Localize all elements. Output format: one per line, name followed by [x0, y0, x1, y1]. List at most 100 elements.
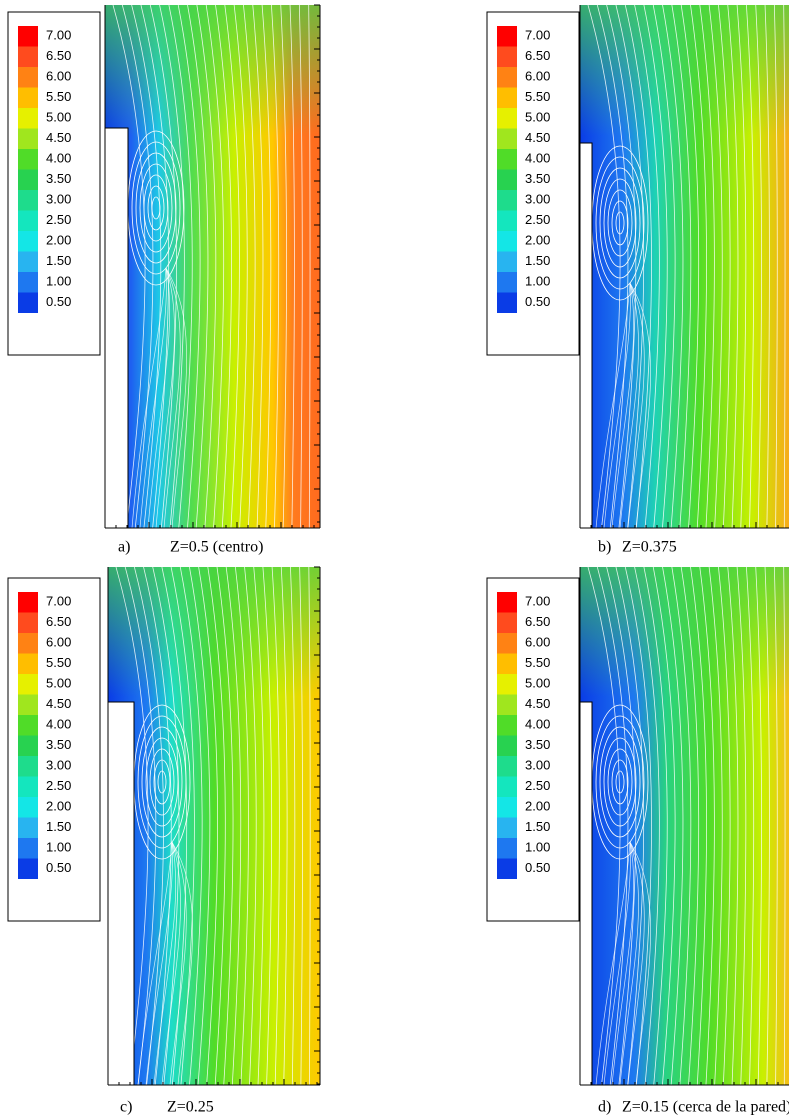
- legend-swatch: [497, 169, 517, 190]
- legend-swatch: [497, 128, 517, 149]
- legend-swatch: [18, 817, 38, 838]
- streamline: [727, 567, 739, 1085]
- legend-label: 1.50: [525, 819, 550, 834]
- streamline: [143, 567, 172, 1085]
- legend-swatch: [18, 128, 38, 149]
- vortex-line: [141, 726, 183, 838]
- streamline: [290, 567, 296, 1085]
- legend-swatch: [497, 231, 517, 252]
- legend-label: 4.50: [525, 130, 550, 145]
- legend-label: 2.50: [46, 212, 71, 227]
- legend-swatch: [497, 694, 517, 715]
- streamline: [271, 567, 280, 1085]
- legend-label: 4.00: [525, 716, 550, 731]
- legend-label: 5.50: [46, 655, 71, 670]
- streamline: [149, 5, 177, 528]
- legend-swatch: [497, 67, 517, 88]
- streamline: [624, 567, 652, 1085]
- panel: 7.00 6.50 6.00 5.50 5.00 4.50 4.00 3.50 3.00 2.50…: [486, 567, 789, 1116]
- streamline: [603, 282, 631, 528]
- caption: Z=0.25: [167, 1099, 214, 1116]
- legend-label: 2.00: [525, 798, 550, 813]
- legend-swatch: [18, 694, 38, 715]
- legend-label: 4.00: [46, 150, 71, 165]
- vortex-line: [603, 737, 637, 827]
- streamline: [161, 841, 181, 1085]
- streamline: [619, 282, 639, 528]
- streamline: [224, 5, 240, 528]
- legend-swatch: [18, 251, 38, 272]
- field-top: [105, 5, 320, 528]
- legend-swatch: [497, 817, 517, 838]
- legend-swatch: [18, 26, 38, 47]
- streamline: [619, 841, 639, 1085]
- streamline: [168, 5, 193, 528]
- legend-label: 1.00: [525, 839, 550, 854]
- legend-label: 3.00: [46, 757, 71, 772]
- legend-swatch: [497, 674, 517, 695]
- caption-label: b): [598, 539, 611, 556]
- streamline: [189, 567, 211, 1085]
- streamline: [280, 5, 287, 528]
- contour-field: [580, 5, 789, 528]
- legend-label: 4.50: [46, 130, 71, 145]
- legend-label: 1.50: [46, 819, 71, 834]
- legend-swatch: [18, 87, 38, 108]
- legend-swatch: [497, 838, 517, 859]
- streamline: [746, 567, 755, 1085]
- step: [108, 701, 135, 1085]
- caption: Z=0.15 (cerca de la pared): [622, 1099, 789, 1116]
- streamline: [652, 567, 676, 1085]
- contour-field: [580, 567, 789, 1085]
- streamline: [169, 841, 187, 1085]
- streamline: [671, 567, 692, 1085]
- legend-label: 1.50: [46, 253, 71, 268]
- streamline: [298, 5, 303, 528]
- streamline: [629, 282, 651, 528]
- contour-field: [108, 567, 320, 1085]
- legend-swatch: [497, 292, 517, 313]
- streamline: [187, 5, 209, 528]
- legend-swatch: [18, 149, 38, 170]
- caption: Z=0.375: [622, 539, 677, 556]
- legend-swatch: [497, 46, 517, 67]
- streamline: [205, 5, 225, 528]
- streamline: [764, 5, 770, 528]
- streamline: [690, 5, 707, 528]
- streamline: [708, 5, 723, 528]
- legend-label: 1.00: [46, 273, 71, 288]
- panel: 7.00 6.50 6.00 5.50 5.00 4.50 4.00 3.50 3.00 2.50…: [486, 5, 789, 556]
- legend-label: 1.00: [46, 839, 71, 854]
- streamline: [783, 567, 786, 1085]
- vortex-line: [131, 141, 181, 275]
- vortex-line: [599, 726, 641, 838]
- legend-label: 2.00: [46, 232, 71, 247]
- legend-swatch: [497, 756, 517, 777]
- legend-label: 6.50: [525, 48, 550, 63]
- legend-swatch: [18, 46, 38, 67]
- legend-swatch: [18, 231, 38, 252]
- legend-label: 0.50: [525, 294, 550, 309]
- vortex-line: [143, 174, 169, 242]
- legend-label: 6.50: [46, 48, 71, 63]
- legend-swatch: [18, 169, 38, 190]
- streamline: [699, 567, 715, 1085]
- streamline: [121, 5, 154, 528]
- streamline: [718, 5, 731, 528]
- streamline: [215, 5, 232, 528]
- vortex-line: [149, 748, 175, 816]
- streamline: [736, 567, 747, 1085]
- step: [580, 142, 593, 528]
- legend-label: 2.50: [525, 212, 550, 227]
- streamline: [755, 567, 762, 1085]
- legend-swatch: [497, 633, 517, 654]
- legend-label: 0.50: [525, 860, 550, 875]
- streamline: [153, 841, 177, 1085]
- legend-label: 0.50: [46, 294, 71, 309]
- vortex-line: [595, 156, 645, 290]
- streamline: [627, 282, 645, 528]
- legend-label: 5.00: [525, 675, 550, 690]
- legend-swatch: [18, 715, 38, 736]
- legend-swatch: [497, 653, 517, 674]
